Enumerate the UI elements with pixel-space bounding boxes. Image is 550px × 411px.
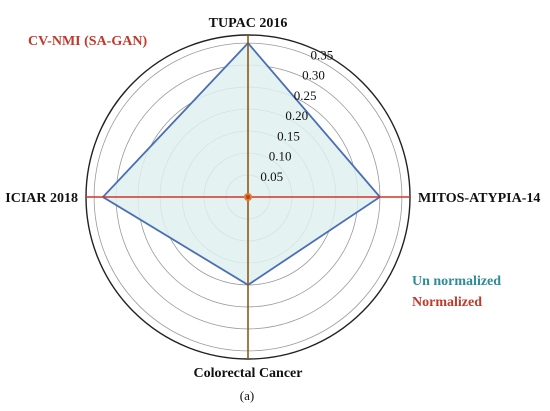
legend-entry-normalized: Normalized (412, 295, 482, 310)
radial-tick-label: 0.30 (302, 68, 325, 83)
radial-tick-label: 0.35 (310, 47, 333, 62)
legend-entry-un-normalized: Un normalized (412, 274, 501, 289)
radial-tick-label: 0.05 (260, 169, 283, 184)
series-un-normalized (101, 41, 382, 286)
center-marker (244, 193, 252, 201)
axis-label-colorectal-cancer: Colorectal Cancer (194, 366, 303, 381)
chart-title: CV-NMI (SA-GAN) (28, 34, 147, 49)
radial-tick-label: 0.10 (269, 149, 292, 164)
panel-label: (a) (240, 388, 254, 403)
radar-series (101, 41, 382, 286)
radial-tick-label: 0.15 (277, 128, 300, 143)
radar-labels: 0.05 0.10 0.15 0.20 0.25 0.30 0.35 TUPAC 2016 MI… (5, 16, 540, 381)
radar-axes (86, 35, 410, 359)
axis-label-iciar-2018: ICIAR 2018 (5, 191, 78, 206)
radial-tick-label: 0.25 (294, 88, 317, 103)
axis-label-mitos-atypia-14: MITOS-ATYPIA-14 (418, 191, 540, 206)
axis-label-tupac-2016: TUPAC 2016 (209, 16, 288, 31)
radial-tick-label: 0.20 (285, 108, 308, 123)
